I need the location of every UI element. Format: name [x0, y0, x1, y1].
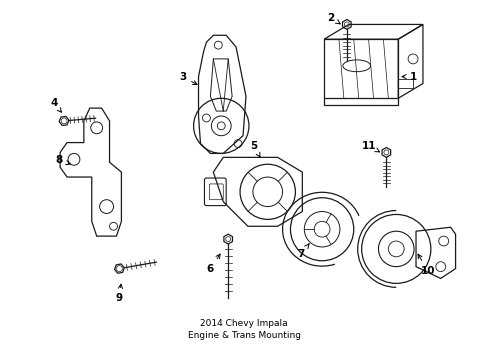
- Text: 2: 2: [326, 13, 339, 24]
- Text: 4: 4: [50, 98, 61, 112]
- Text: 9: 9: [116, 284, 123, 303]
- Text: 5: 5: [250, 140, 260, 157]
- Text: 11: 11: [361, 140, 379, 152]
- Text: 1: 1: [401, 72, 416, 82]
- Text: 8: 8: [56, 155, 70, 165]
- Text: 2014 Chevy Impala
Engine & Trans Mounting: 2014 Chevy Impala Engine & Trans Mountin…: [187, 319, 300, 339]
- Text: 7: 7: [297, 244, 308, 259]
- Text: 3: 3: [179, 72, 197, 85]
- Text: 6: 6: [206, 254, 220, 274]
- Text: 10: 10: [417, 254, 434, 276]
